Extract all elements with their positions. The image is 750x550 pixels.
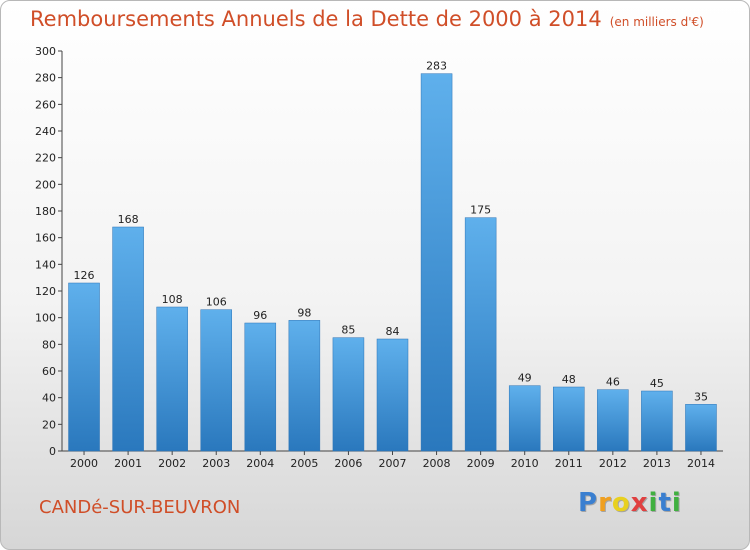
x-tick-label: 2010	[511, 457, 539, 470]
data-label: 85	[341, 324, 355, 337]
data-label: 96	[253, 309, 267, 322]
data-label: 126	[74, 269, 95, 282]
x-tick-label: 2006	[334, 457, 362, 470]
y-tick-label: 100	[35, 312, 56, 325]
bar	[244, 322, 277, 452]
y-tick-label: 180	[35, 205, 56, 218]
data-label: 35	[694, 390, 708, 403]
data-label: 108	[162, 293, 183, 306]
y-tick-label: 40	[42, 392, 56, 405]
x-tick-label: 2003	[202, 457, 230, 470]
bar	[553, 386, 585, 452]
chart-title: Remboursements Annuels de la Dette de 20…	[30, 7, 602, 31]
logo-letter: P	[578, 488, 599, 518]
bar	[288, 320, 321, 452]
x-tick-labels: 2000 2001 2002 2003 2004 2005 2006 2007 2008 2009…	[70, 457, 715, 470]
x-tick-label: 2013	[643, 457, 671, 470]
logo-letter: t	[658, 488, 672, 518]
commune-name: CANDé-SUR-BEUVRON	[39, 497, 241, 518]
y-tick-label: 240	[35, 125, 56, 138]
data-label: 84	[386, 325, 400, 338]
bar	[332, 337, 365, 452]
bar	[508, 385, 541, 452]
bar	[597, 389, 629, 452]
data-label: 48	[562, 373, 576, 386]
data-labels: 126 168 108 106 96 98 85 84 283 175 49 48 46 45 35	[74, 60, 708, 404]
bar	[200, 309, 232, 452]
bars	[68, 73, 717, 452]
x-tick-label: 2004	[246, 457, 274, 470]
x-tick-label: 2011	[555, 457, 583, 470]
title-row: Remboursements Annuels de la Dette de 20…	[30, 7, 704, 31]
logo-letter: o	[611, 488, 631, 518]
y-tick-label: 220	[35, 152, 56, 165]
y-tick-label: 140	[35, 258, 56, 271]
data-label: 45	[650, 377, 664, 390]
data-label: 106	[206, 296, 227, 309]
bar	[641, 390, 673, 452]
proxiti-logo: Proxiti	[578, 488, 682, 518]
y-tick-labels: 0 20 40 60 80 100 120 140 160 180 200 220 240 260 280 3…	[35, 45, 56, 458]
y-tick-label: 160	[35, 232, 56, 245]
bar	[112, 226, 144, 452]
y-tick-label: 120	[35, 285, 56, 298]
bar	[376, 338, 409, 452]
logo-letter: r	[598, 488, 612, 518]
data-label: 49	[518, 372, 532, 385]
x-tick-label: 2001	[114, 457, 142, 470]
y-tick-label: 60	[42, 365, 56, 378]
data-label: 46	[606, 376, 620, 389]
chart-subtitle: (en milliers d'€)	[609, 15, 704, 29]
data-label: 175	[470, 204, 491, 217]
x-tick-label: 2008	[423, 457, 451, 470]
y-tick-label: 200	[35, 178, 56, 191]
bar	[68, 282, 100, 452]
y-tick-label: 0	[49, 445, 56, 458]
x-tick-label: 2005	[290, 457, 318, 470]
y-tick-label: 300	[35, 45, 56, 58]
logo-letter: i	[671, 488, 682, 518]
y-tick-label: 80	[42, 338, 56, 351]
data-label: 283	[426, 60, 447, 73]
data-label: 98	[297, 306, 311, 319]
logo-letter: x	[630, 488, 649, 518]
x-tick-label: 2007	[379, 457, 407, 470]
x-tick-label: 2009	[467, 457, 495, 470]
bar	[685, 404, 717, 452]
logo-letter: i	[648, 488, 659, 518]
x-tick-label: 2000	[70, 457, 98, 470]
x-tick-label: 2014	[687, 457, 715, 470]
bar	[420, 73, 453, 452]
y-tick-label: 260	[35, 98, 56, 111]
y-tick-label: 280	[35, 72, 56, 85]
x-tick-label: 2012	[599, 457, 627, 470]
bar	[156, 306, 188, 452]
bar	[464, 217, 497, 452]
data-label: 168	[118, 213, 139, 226]
x-tick-label: 2002	[158, 457, 186, 470]
y-tick-label: 20	[42, 418, 56, 431]
